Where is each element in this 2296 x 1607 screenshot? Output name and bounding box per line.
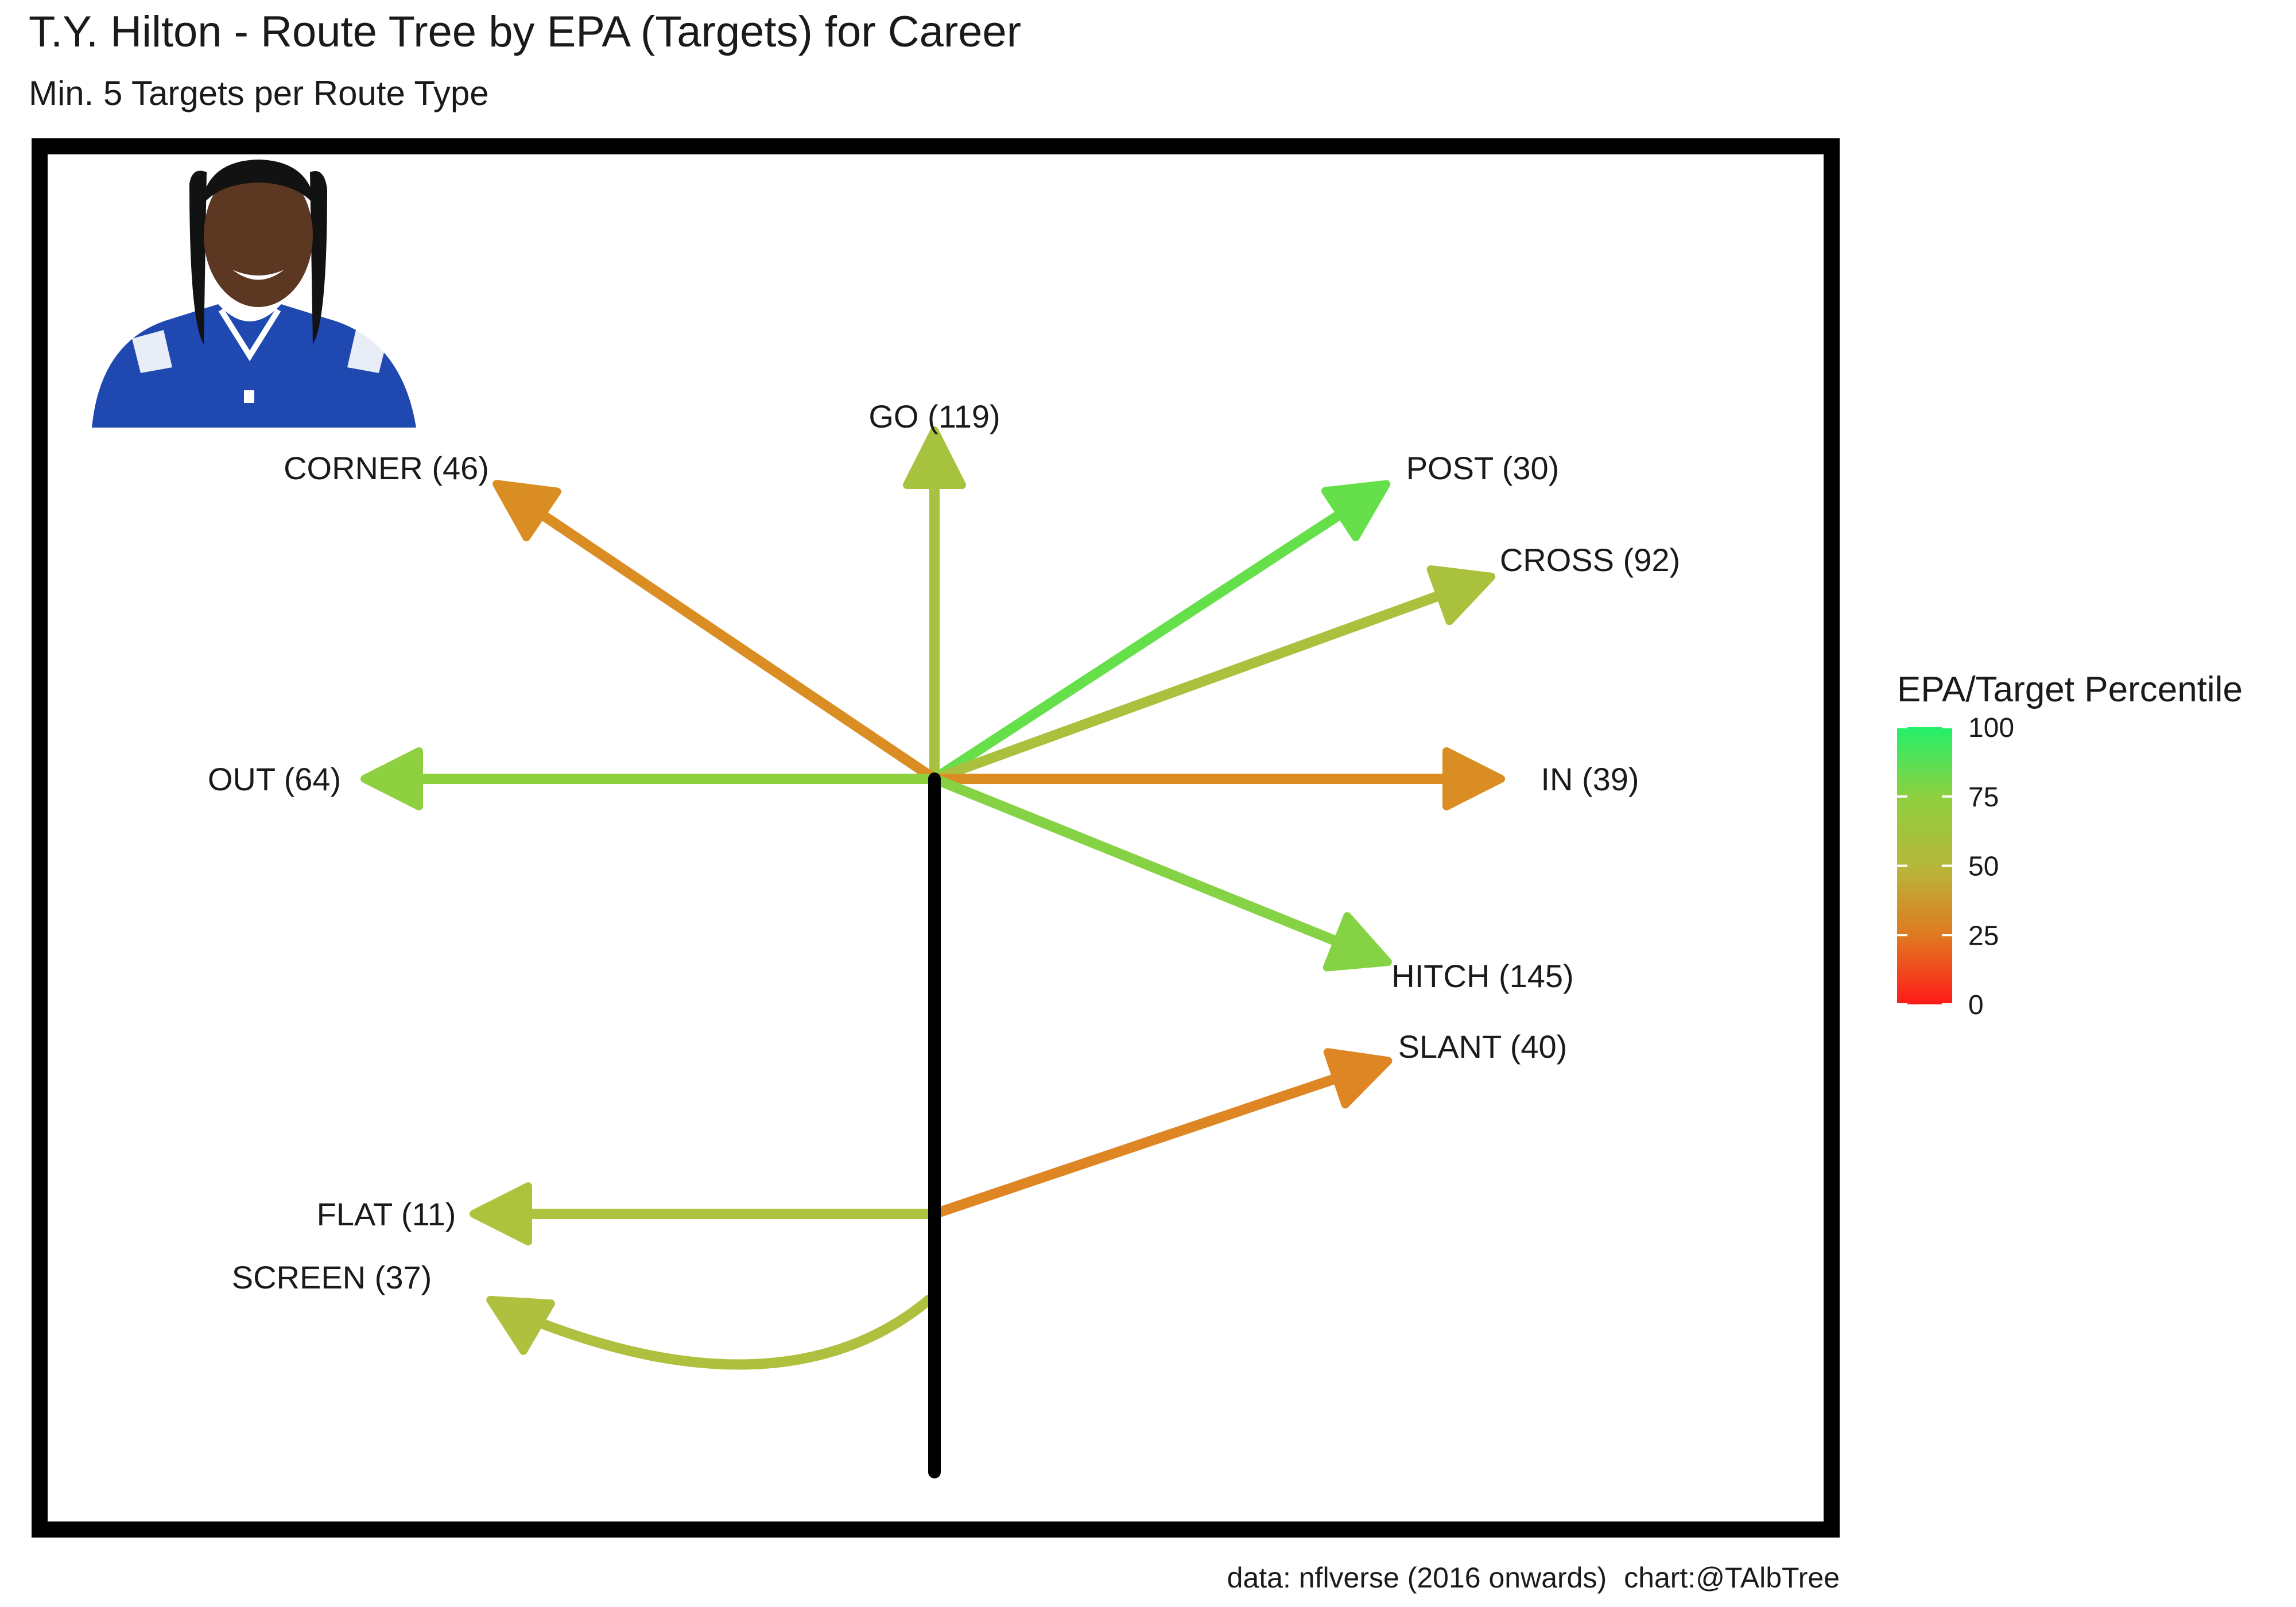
route-label-slant: SLANT (40) <box>1398 1028 1568 1065</box>
route-line-post <box>929 488 1377 784</box>
route-label-flat: FLAT (11) <box>317 1196 456 1232</box>
route-label-cross: CROSS (92) <box>1500 542 1680 578</box>
route-arrowhead-corner <box>492 480 561 542</box>
route-arrowhead-cross <box>1426 565 1496 626</box>
route-arrowhead-go <box>903 426 966 489</box>
route-label-out: OUT (64) <box>208 761 341 797</box>
routes-layer <box>360 426 1505 1370</box>
route-line-hitch <box>929 774 1377 961</box>
route-label-post: POST (30) <box>1406 450 1560 486</box>
route-arrowhead-screen <box>486 1296 555 1355</box>
field-border <box>32 138 1840 1538</box>
route-label-screen: SCREEN (37) <box>232 1259 432 1295</box>
route-line-slant <box>929 1061 1377 1219</box>
route-arrowhead-flat <box>470 1182 532 1245</box>
route-label-in: IN (39) <box>1541 761 1639 797</box>
color-legend: EPA/Target Percentile 100 75 50 25 0 <box>1897 670 2243 1020</box>
route-line-cross <box>929 577 1480 784</box>
legend-title: EPA/Target Percentile <box>1897 670 2243 709</box>
caption-data-source: data: nflverse (2016 onwards) <box>1227 1562 1607 1594</box>
legend-tick-label: 25 <box>1968 921 1999 951</box>
route-arrowhead-in <box>1442 747 1505 810</box>
route-line-corner <box>506 488 940 784</box>
legend-tick-label: 75 <box>1968 782 1999 813</box>
legend-tick-label: 100 <box>1968 713 2014 743</box>
route-line-screen <box>500 1295 934 1370</box>
legend-tick-label: 0 <box>1968 990 1984 1020</box>
route-arrowhead-hitch <box>1322 912 1392 972</box>
route-label-hitch: HITCH (145) <box>1391 958 1573 994</box>
route-arrowhead-slant <box>1323 1048 1393 1109</box>
route-label-corner: CORNER (46) <box>284 450 489 486</box>
route-labels-layer: GO (119) CORNER (46) POST (30) CROSS (92) OU… <box>208 398 1680 1295</box>
caption-credit: chart:@TAlbTree <box>1624 1562 1840 1594</box>
chart-title: T.Y. Hilton - Route Tree by EPA (Targets… <box>29 7 1021 56</box>
player-photo <box>92 160 416 428</box>
route-label-go: GO (119) <box>868 398 1000 434</box>
chart-subtitle: Min. 5 Targets per Route Type <box>29 74 489 112</box>
legend-tick-label: 50 <box>1968 852 1999 882</box>
route-arrowhead-out <box>360 747 423 810</box>
route-arrowhead-post <box>1321 480 1391 542</box>
chart-caption: data: nflverse (2016 onwards) chart:@TAlb… <box>1227 1561 1840 1594</box>
